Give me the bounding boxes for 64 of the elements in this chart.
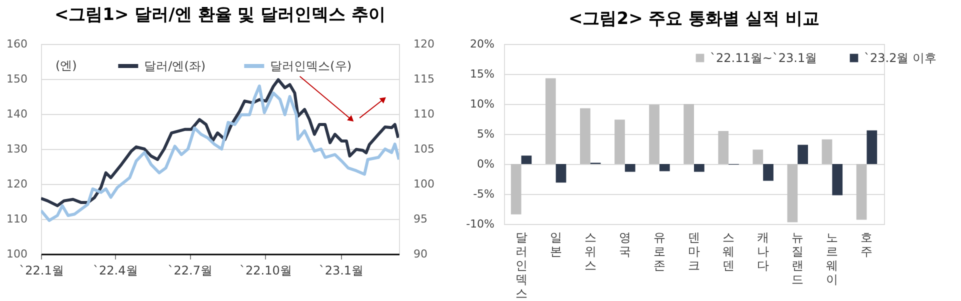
bar: [832, 164, 843, 196]
y-tick-label: -10%: [466, 218, 494, 230]
y2-tick-label: 105: [414, 142, 434, 156]
bar: [556, 164, 566, 183]
y-tick-label: 150: [6, 72, 28, 86]
y-tick-label: 15%: [470, 68, 494, 80]
y2-tick-label: 120: [414, 38, 434, 50]
x-tick-label: `22.4월: [93, 264, 138, 278]
y2-tick-label: 90: [414, 248, 428, 260]
bar: [624, 164, 636, 172]
x-tick-label: 뉴질랜드: [792, 230, 804, 286]
y-axis-title: (엔): [56, 58, 77, 72]
x-tick-label: 덴마크: [688, 230, 700, 272]
y-tick-label: 130: [6, 142, 28, 156]
x-tick-label: `22.1월: [19, 264, 64, 278]
bar: [856, 164, 867, 220]
y-tick-label: 100: [6, 248, 28, 260]
x-tick-label: 호주: [860, 230, 873, 258]
x-tick-label: 스위스: [584, 230, 596, 272]
y-tick-label: -5%: [473, 188, 494, 200]
y2-tick-label: 115: [414, 72, 434, 86]
y2-tick-label: 110: [414, 108, 434, 120]
bar: [521, 156, 532, 164]
bar: [649, 104, 660, 164]
x-tick-label: 일본: [550, 230, 562, 258]
y-tick-label: 120: [6, 178, 28, 190]
x-tick-label: 노르웨이: [826, 230, 838, 286]
bar: [822, 139, 832, 164]
bar: [684, 104, 694, 164]
bar: [718, 131, 729, 164]
y2-tick-label: 100: [414, 178, 434, 190]
bar: [580, 108, 590, 164]
y-tick-label: 140: [6, 108, 28, 120]
x-tick-label: 스웨덴: [722, 230, 735, 272]
x-tick-label: 달러인덱스: [515, 230, 528, 300]
x-tick-label: `22.10월: [239, 264, 292, 278]
bar: [614, 120, 625, 164]
x-tick-label: 유로존: [653, 230, 666, 272]
bar: [752, 150, 764, 164]
x-tick-label: `23.1월: [318, 264, 364, 278]
legend-label: 달러인덱스(우): [270, 59, 352, 73]
y2-tick-label: 95: [414, 212, 428, 226]
bar: [545, 78, 556, 164]
x-tick-label: `22.7월: [168, 264, 212, 278]
bar: [798, 144, 808, 164]
y-tick-label: 0%: [477, 158, 494, 170]
bar: [866, 130, 878, 164]
chart-title: <그림2> 주요 통화별 실적 비교: [568, 9, 820, 29]
chart-title: <그림1> 달러/엔 환율 및 달러인덱스 추이: [54, 5, 386, 25]
bar: [694, 164, 704, 172]
y-tick-label: 5%: [477, 128, 494, 140]
x-tick-label: 영국: [618, 230, 631, 258]
x-tick-label: 캐나다: [757, 230, 770, 272]
legend-label: `22.11월~`23.1월: [710, 51, 818, 65]
y-tick-label: 110: [6, 212, 28, 226]
y-tick-label: 160: [6, 38, 28, 50]
y-tick-label: 20%: [470, 38, 494, 50]
y-tick-label: 10%: [470, 98, 494, 110]
legend-label: `23.2월 이후: [864, 51, 937, 65]
bar: [787, 164, 798, 222]
bar: [763, 164, 774, 181]
bar: [510, 164, 522, 214]
bar: [659, 164, 670, 172]
legend-label: 달러/엔(좌): [144, 59, 206, 73]
